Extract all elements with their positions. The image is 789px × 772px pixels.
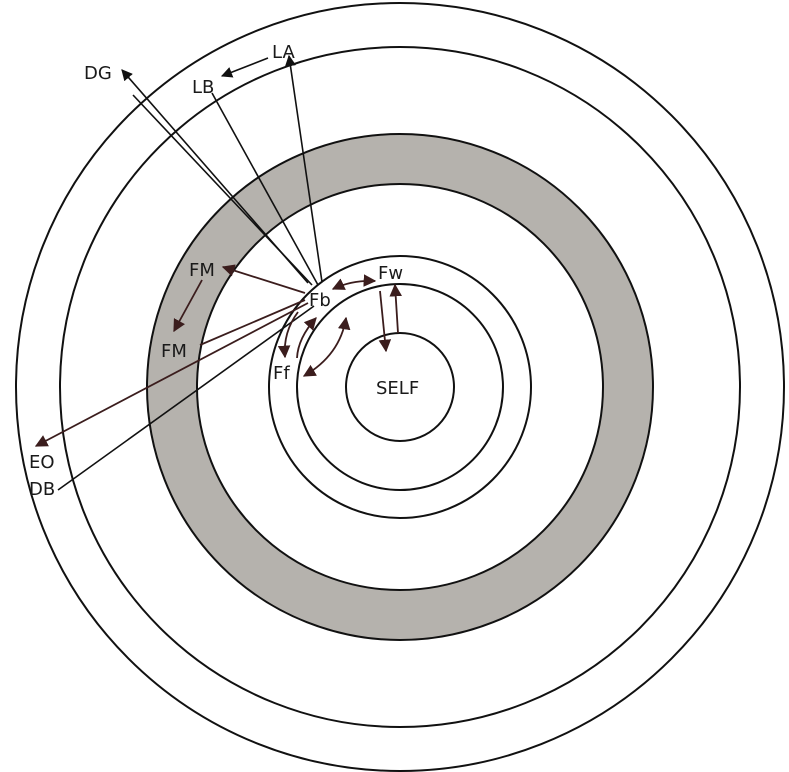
- fb-ff-arrow-1: [277, 311, 299, 359]
- shaded-band-inner: [196, 183, 604, 591]
- label-self: SELF: [376, 378, 419, 399]
- label-eo: EO: [29, 452, 55, 473]
- label-lb: LB: [192, 77, 214, 98]
- self-fw-arrow: [389, 283, 402, 334]
- la-arrow: [284, 54, 323, 283]
- outer-ring: [15, 2, 785, 772]
- fm-upper-arrow: [221, 264, 306, 294]
- self-circle: [345, 332, 455, 442]
- fb-fw-arrow: [331, 274, 377, 290]
- label-fm-upper: FM: [189, 260, 215, 281]
- label-la: LA: [272, 42, 295, 63]
- label-dg: DG: [84, 63, 112, 84]
- family-ring-outer: [268, 255, 532, 519]
- lb-line: [211, 92, 319, 286]
- label-fm-lower: FM: [161, 341, 187, 362]
- fw-self-arrow: [378, 290, 392, 353]
- fm-lower-line: [199, 299, 306, 346]
- label-fb: Fb: [309, 290, 331, 311]
- la-lb-arrow: [220, 57, 269, 78]
- second-ring: [59, 46, 741, 728]
- db-line: [57, 305, 315, 491]
- ff-fb-arrow: [302, 316, 351, 377]
- label-ff: Ff: [273, 363, 290, 384]
- label-fw: Fw: [378, 263, 403, 284]
- fm-down-arrow: [173, 279, 203, 333]
- eo-arrow: [34, 302, 309, 447]
- label-db: DB: [29, 479, 55, 500]
- dg-line: [132, 94, 313, 286]
